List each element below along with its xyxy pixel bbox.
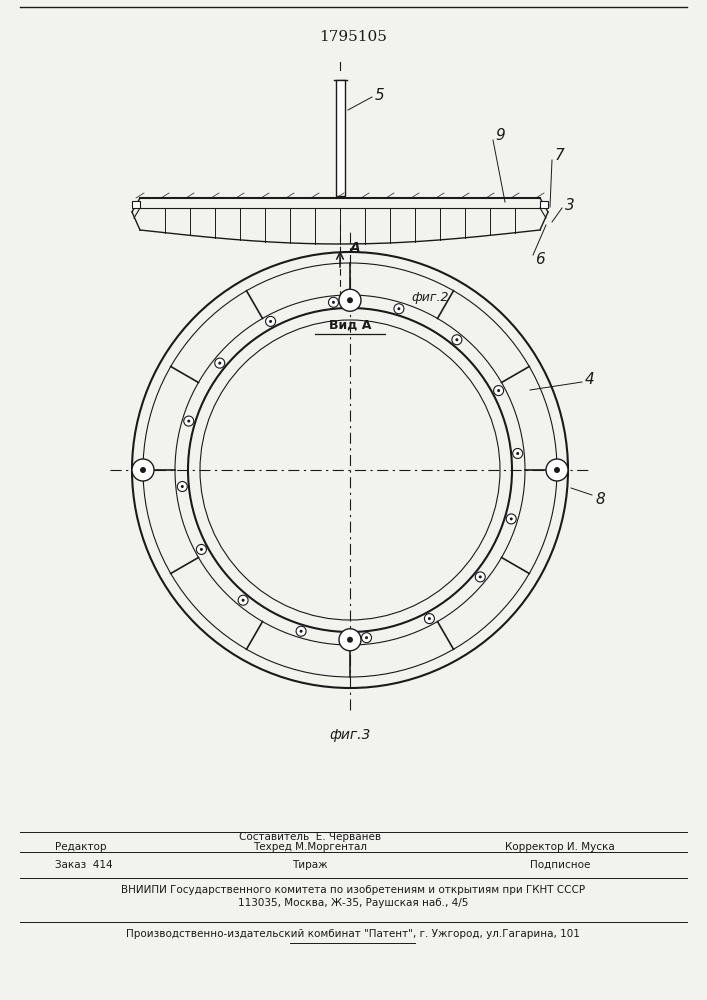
Circle shape xyxy=(365,636,368,639)
Circle shape xyxy=(187,420,190,423)
Bar xyxy=(132,201,140,208)
Circle shape xyxy=(497,389,500,392)
Bar xyxy=(336,80,344,196)
Text: 4: 4 xyxy=(585,372,595,387)
Text: 3: 3 xyxy=(565,198,575,213)
Text: 7: 7 xyxy=(555,147,565,162)
Circle shape xyxy=(266,316,276,326)
Text: Техред М.Моргентал: Техред М.Моргентал xyxy=(253,842,367,852)
Text: 9: 9 xyxy=(495,127,505,142)
Circle shape xyxy=(347,637,353,643)
Circle shape xyxy=(339,289,361,311)
Text: 8: 8 xyxy=(595,492,604,508)
Circle shape xyxy=(300,630,303,633)
Circle shape xyxy=(455,338,458,341)
Text: Производственно-издательский комбинат "Патент", г. Ужгород, ул.Гагарина, 101: Производственно-издательский комбинат "П… xyxy=(126,929,580,939)
Circle shape xyxy=(428,617,431,620)
Text: Подписное: Подписное xyxy=(530,860,590,870)
Circle shape xyxy=(506,514,516,524)
Circle shape xyxy=(218,362,221,365)
Circle shape xyxy=(296,626,306,636)
Bar xyxy=(540,201,548,208)
Circle shape xyxy=(269,320,272,323)
Circle shape xyxy=(177,482,187,492)
Circle shape xyxy=(197,544,206,554)
Circle shape xyxy=(475,572,485,582)
Circle shape xyxy=(339,629,361,651)
Circle shape xyxy=(554,467,560,473)
Circle shape xyxy=(132,459,154,481)
Text: Вид А: Вид А xyxy=(329,318,371,332)
Circle shape xyxy=(184,416,194,426)
Circle shape xyxy=(181,485,184,488)
Text: ВНИИПИ Государственного комитета по изобретениям и открытиям при ГКНТ СССР: ВНИИПИ Государственного комитета по изоб… xyxy=(121,885,585,895)
Circle shape xyxy=(394,304,404,314)
Text: 6: 6 xyxy=(535,252,545,267)
Circle shape xyxy=(546,459,568,481)
Text: Заказ  414: Заказ 414 xyxy=(55,860,112,870)
Text: Корректор И. Муска: Корректор И. Муска xyxy=(505,842,615,852)
Text: Редактор: Редактор xyxy=(55,842,107,852)
Circle shape xyxy=(493,386,503,396)
Text: Составитель  Е. Черванев: Составитель Е. Черванев xyxy=(239,832,381,842)
Circle shape xyxy=(200,548,203,551)
Text: A: A xyxy=(350,241,361,255)
Circle shape xyxy=(215,358,225,368)
Circle shape xyxy=(513,448,522,458)
Circle shape xyxy=(242,599,245,602)
Circle shape xyxy=(361,633,371,643)
Circle shape xyxy=(347,297,353,303)
Text: фиг.2: фиг.2 xyxy=(411,292,449,304)
Circle shape xyxy=(397,307,400,310)
Circle shape xyxy=(452,335,462,345)
Text: 1795105: 1795105 xyxy=(319,30,387,44)
Circle shape xyxy=(479,575,481,578)
Text: 5: 5 xyxy=(375,88,385,103)
Circle shape xyxy=(238,595,248,605)
Circle shape xyxy=(424,614,434,624)
Circle shape xyxy=(332,301,335,304)
Text: фиг.3: фиг.3 xyxy=(329,728,370,742)
Text: 113035, Москва, Ж-35, Раушская наб., 4/5: 113035, Москва, Ж-35, Раушская наб., 4/5 xyxy=(238,898,468,908)
Circle shape xyxy=(510,517,513,520)
Text: Тираж: Тираж xyxy=(292,860,328,870)
Circle shape xyxy=(329,297,339,307)
Circle shape xyxy=(516,452,519,455)
Circle shape xyxy=(140,467,146,473)
